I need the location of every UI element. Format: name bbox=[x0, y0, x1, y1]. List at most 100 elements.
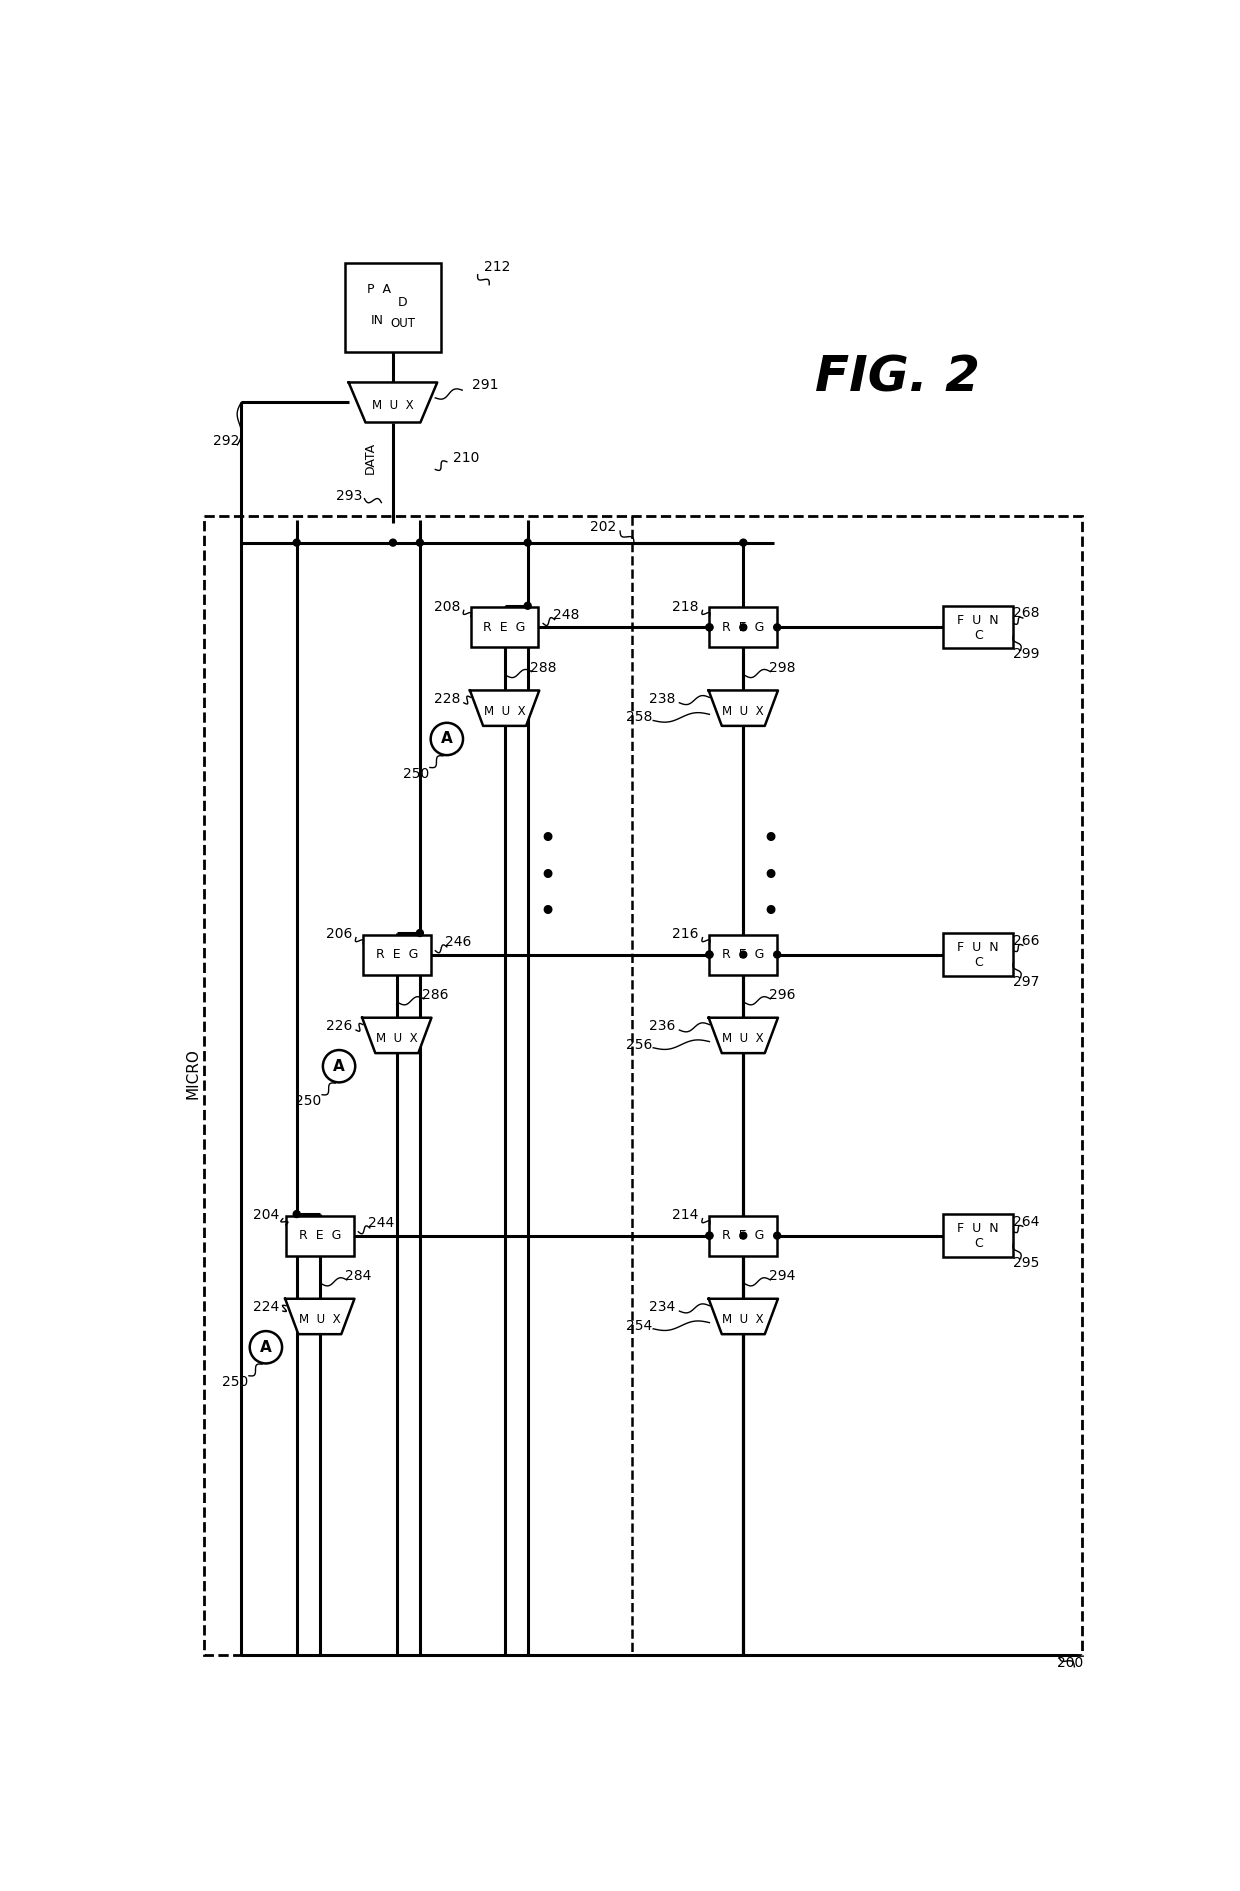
Text: 284: 284 bbox=[345, 1269, 372, 1284]
Text: 214: 214 bbox=[672, 1208, 698, 1222]
Text: 288: 288 bbox=[529, 660, 557, 675]
Bar bbox=[286, 1216, 353, 1256]
Text: M  U  X: M U X bbox=[484, 705, 526, 719]
Text: FIG. 2: FIG. 2 bbox=[815, 354, 980, 401]
Polygon shape bbox=[285, 1299, 355, 1335]
Text: 224: 224 bbox=[253, 1301, 279, 1314]
Polygon shape bbox=[348, 382, 438, 422]
Text: 200: 200 bbox=[1058, 1657, 1084, 1670]
Bar bbox=[205, 516, 1083, 1655]
Text: R  E  G: R E G bbox=[299, 1229, 341, 1242]
Text: •: • bbox=[761, 862, 779, 891]
Text: •: • bbox=[538, 862, 556, 891]
Circle shape bbox=[740, 539, 746, 546]
Text: 244: 244 bbox=[368, 1216, 394, 1231]
Text: 212: 212 bbox=[484, 259, 510, 274]
Text: 299: 299 bbox=[1013, 647, 1039, 662]
Circle shape bbox=[774, 1233, 781, 1239]
Text: F  U  N: F U N bbox=[957, 1222, 999, 1235]
Text: R  E  G: R E G bbox=[484, 620, 526, 633]
Text: D: D bbox=[397, 295, 407, 308]
Text: •: • bbox=[761, 898, 779, 927]
Polygon shape bbox=[362, 1017, 432, 1053]
Text: •: • bbox=[761, 824, 779, 853]
Text: IN: IN bbox=[371, 314, 384, 327]
Circle shape bbox=[740, 951, 746, 959]
Circle shape bbox=[525, 539, 531, 546]
Circle shape bbox=[740, 1233, 746, 1239]
Text: 266: 266 bbox=[1013, 934, 1039, 947]
Text: 297: 297 bbox=[1013, 974, 1039, 989]
Text: DATA: DATA bbox=[363, 442, 377, 475]
Circle shape bbox=[740, 624, 746, 632]
Text: 298: 298 bbox=[769, 660, 795, 675]
Bar bbox=[944, 1214, 1013, 1258]
Text: P  A: P A bbox=[367, 284, 391, 295]
Text: 218: 218 bbox=[672, 599, 699, 613]
Text: F  U  N: F U N bbox=[957, 615, 999, 628]
Text: A: A bbox=[441, 732, 453, 747]
Circle shape bbox=[774, 951, 781, 959]
Text: 216: 216 bbox=[672, 927, 699, 942]
Text: 238: 238 bbox=[650, 692, 676, 705]
Circle shape bbox=[417, 930, 423, 936]
Circle shape bbox=[389, 539, 397, 546]
Text: 292: 292 bbox=[213, 433, 239, 448]
Text: 246: 246 bbox=[445, 936, 471, 949]
Text: M  U  X: M U X bbox=[376, 1032, 418, 1046]
Text: 295: 295 bbox=[1013, 1256, 1039, 1269]
Text: 208: 208 bbox=[434, 599, 460, 613]
Bar bbox=[944, 607, 1013, 649]
Text: 264: 264 bbox=[1013, 1214, 1039, 1229]
Text: A: A bbox=[334, 1059, 345, 1074]
Text: •: • bbox=[538, 898, 556, 927]
Text: C: C bbox=[973, 628, 982, 641]
Text: 210: 210 bbox=[453, 450, 480, 465]
Text: R  E  G: R E G bbox=[376, 947, 418, 961]
Text: 296: 296 bbox=[769, 987, 795, 1002]
Text: 234: 234 bbox=[650, 1301, 676, 1314]
Circle shape bbox=[706, 951, 713, 959]
Circle shape bbox=[706, 1233, 713, 1239]
Text: M  U  X: M U X bbox=[723, 1032, 764, 1046]
Bar bbox=[944, 934, 1013, 976]
Text: F  U  N: F U N bbox=[957, 942, 999, 955]
Polygon shape bbox=[708, 1017, 777, 1053]
Text: 268: 268 bbox=[1013, 607, 1039, 620]
Text: M  U  X: M U X bbox=[723, 705, 764, 719]
Text: 202: 202 bbox=[590, 520, 616, 535]
Text: M  U  X: M U X bbox=[372, 399, 414, 412]
Text: 254: 254 bbox=[626, 1318, 652, 1333]
Circle shape bbox=[774, 624, 781, 632]
Text: A: A bbox=[260, 1339, 272, 1354]
Text: 206: 206 bbox=[326, 927, 352, 942]
Circle shape bbox=[293, 1210, 300, 1218]
Bar bbox=[363, 934, 430, 974]
Circle shape bbox=[706, 624, 713, 632]
Text: C: C bbox=[973, 1237, 982, 1250]
Text: R  E  G: R E G bbox=[722, 1229, 765, 1242]
Polygon shape bbox=[708, 690, 777, 726]
Text: 248: 248 bbox=[553, 609, 579, 622]
Text: 236: 236 bbox=[650, 1019, 676, 1032]
Text: 294: 294 bbox=[769, 1269, 795, 1284]
Bar bbox=[709, 1216, 777, 1256]
Bar bbox=[345, 263, 441, 352]
Circle shape bbox=[706, 951, 713, 959]
Text: 228: 228 bbox=[434, 692, 460, 705]
Circle shape bbox=[706, 1233, 713, 1239]
Text: 226: 226 bbox=[326, 1019, 352, 1032]
Text: 293: 293 bbox=[336, 490, 362, 503]
Text: OUT: OUT bbox=[391, 316, 415, 329]
Text: M  U  X: M U X bbox=[299, 1312, 341, 1326]
Circle shape bbox=[417, 539, 423, 546]
Bar bbox=[471, 607, 538, 647]
Text: R  E  G: R E G bbox=[722, 947, 765, 961]
Text: 258: 258 bbox=[626, 711, 652, 724]
Text: 256: 256 bbox=[626, 1038, 652, 1051]
Circle shape bbox=[293, 539, 300, 546]
Text: 250: 250 bbox=[403, 766, 429, 781]
Text: 204: 204 bbox=[253, 1208, 279, 1222]
Text: 291: 291 bbox=[472, 378, 498, 391]
Text: R  E  G: R E G bbox=[722, 620, 765, 633]
